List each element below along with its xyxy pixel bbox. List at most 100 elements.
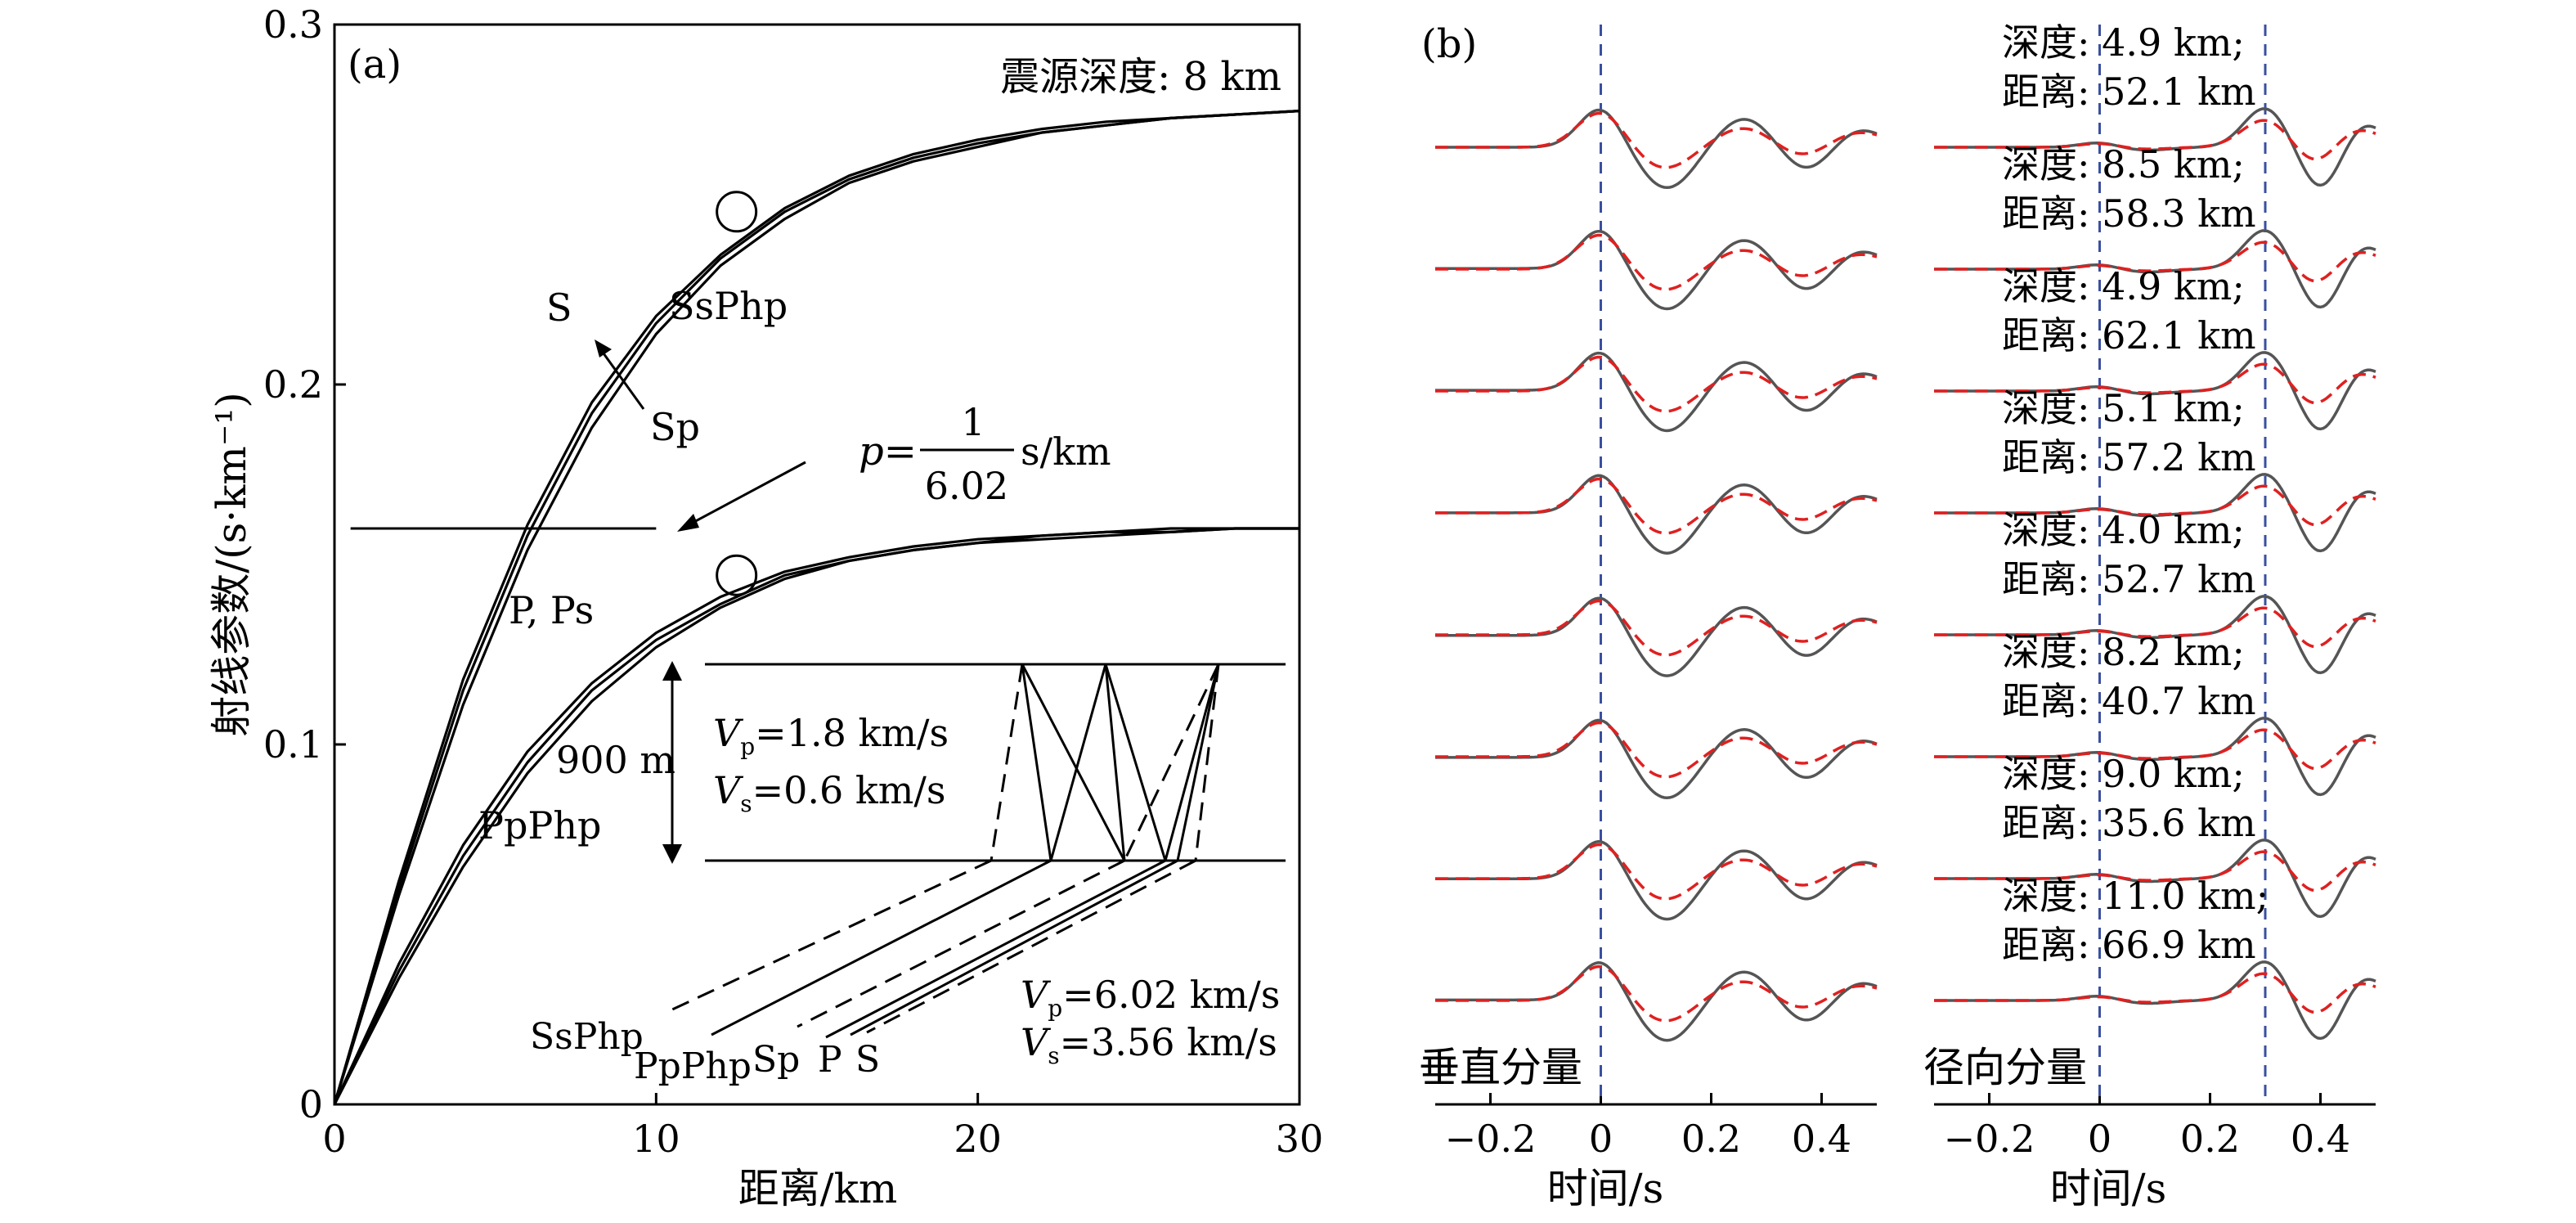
x-axis-label: 距离/km	[738, 1165, 898, 1212]
synthetic-trace	[1934, 362, 2376, 405]
source-depth-annotation: 震源深度: 8 km	[1000, 54, 1281, 100]
trace-depth-label: 深度: 5.1 km;	[2002, 386, 2245, 430]
radial-x-axis: −0.2 0 0.2 0.4	[1934, 1093, 2376, 1161]
vertical-x-axis: −0.2 0 0.2 0.4	[1435, 1093, 1877, 1161]
radial-component-panel: −0.2 0 0.2 0.4 深度: 4.9 km; 距离: 52.1 km 深度: 8.…	[1923, 20, 2376, 1212]
x-tick-label: 10	[632, 1117, 680, 1161]
upper-vs: Vs=0.6 km/s	[713, 768, 946, 817]
layer-thickness: 900 m	[556, 738, 675, 782]
formula-denominator: 6.02	[925, 464, 1008, 508]
x-tick-label: 0	[322, 1117, 346, 1161]
trace-labels: 深度: 4.9 km; 距离: 52.1 km 深度: 8.5 km;距离: 58.…	[2002, 20, 2269, 967]
trace-distance-label: 距离: 62.1 km	[2002, 313, 2256, 357]
x-tick-label: 30	[1276, 1117, 1324, 1161]
layer-ray-paths	[990, 663, 1220, 861]
ray-label-pphp: PpPhp	[634, 1045, 752, 1087]
trace-depth-label: 深度: 4.9 km;	[2002, 20, 2245, 65]
sp-arrow	[595, 339, 645, 410]
trace-distance-label: 距离: 57.2 km	[2002, 435, 2256, 479]
slowness-formula: p= 1 6.02 s/km	[677, 400, 1111, 532]
y-tick-label: 0.3	[263, 2, 323, 47]
time-tick-label: −0.2	[1445, 1117, 1537, 1161]
radial-time-markers	[2098, 25, 2267, 1104]
synthetic-trace	[1435, 599, 1878, 657]
trace-depth-label: 深度: 4.0 km;	[2002, 508, 2245, 552]
label-pphp: PpPhp	[478, 803, 601, 848]
vertical-x-label: 时间/s	[1547, 1165, 1664, 1212]
vertical-component-title: 垂直分量	[1419, 1044, 1582, 1091]
curve-p-ps	[333, 527, 1299, 1105]
trace-distance-label: 距离: 35.6 km	[2002, 801, 2256, 845]
panel-b: (b) −0.2 0 0.2 0.4 垂直分量 时间/s −0.2 0 0.2 0.4 深度…	[1419, 20, 2376, 1212]
formula-numerator: 1	[961, 400, 985, 444]
vertical-traces	[1435, 108, 1878, 1042]
synthetic-trace	[1435, 964, 1878, 1023]
ray-label-ssphp: SsPhp	[530, 1016, 644, 1058]
lower-vp: Vp=6.02 km/s	[1021, 973, 1280, 1022]
label-sp: Sp	[650, 405, 700, 449]
curve-sp	[333, 110, 1300, 1105]
time-tick-label: −0.2	[1944, 1117, 2035, 1161]
label-p-ps: P, Ps	[509, 588, 594, 632]
observed-trace	[1435, 108, 1878, 190]
trace-distance-label: 距离: 58.3 km	[2002, 191, 2256, 236]
synthetic-trace	[1435, 111, 1878, 169]
label-s: S	[546, 286, 572, 330]
intersection-markers	[716, 191, 758, 596]
label-ssphp: SsPhp	[669, 284, 788, 328]
y-tick-label: 0.2	[263, 362, 323, 407]
formula-unit: s/km	[1021, 429, 1111, 474]
time-tick-label: 0.4	[1792, 1117, 1851, 1161]
observed-trace	[1435, 596, 1878, 677]
time-tick-label: 0.2	[2180, 1117, 2240, 1161]
observed-trace	[1435, 718, 1878, 800]
trace-depth-label: 深度: 11.0 km;	[2002, 874, 2269, 918]
halfspace-ray-paths	[670, 859, 1196, 1039]
radial-x-label: 时间/s	[2050, 1165, 2167, 1212]
synthetic-trace	[1435, 233, 1878, 291]
lower-vs: Vs=3.56 km/s	[1021, 1020, 1277, 1069]
upper-vp: Vp=1.8 km/s	[713, 711, 949, 760]
synthetic-trace	[1934, 850, 2376, 893]
panel-a-frame	[333, 23, 1301, 1106]
ray-label-sp: Sp	[752, 1039, 800, 1081]
synthetic-trace	[1435, 843, 1878, 901]
trace-distance-label: 距离: 52.1 km	[2002, 70, 2256, 114]
synthetic-trace	[1435, 477, 1878, 535]
x-axis-ticks: 0 10 20 30	[322, 1093, 1323, 1161]
ray-label-s: S	[855, 1039, 880, 1081]
curve-s	[333, 110, 1300, 1105]
formula-lhs: p=	[859, 429, 917, 474]
intersection-circle	[716, 191, 758, 233]
y-tick-label: 0.1	[263, 722, 323, 767]
synthetic-trace	[1934, 241, 2376, 283]
curve-ppphp	[333, 527, 1299, 1105]
y-tick-label: 0	[299, 1082, 323, 1126]
vertical-component-panel: −0.2 0 0.2 0.4 垂直分量 时间/s	[1419, 25, 1878, 1212]
synthetic-trace	[1934, 728, 2376, 771]
curve-ppphp	[333, 527, 1299, 1105]
trace-depth-label: 深度: 4.9 km;	[2002, 264, 2245, 308]
time-tick-label: 0	[1589, 1117, 1613, 1161]
trace-depth-label: 深度: 8.5 km;	[2002, 142, 2245, 187]
synthetic-trace	[1435, 355, 1878, 413]
panel-b-label: (b)	[1421, 21, 1477, 67]
ray-label-p: P	[818, 1039, 842, 1081]
synthetic-trace	[1934, 606, 2376, 649]
synthetic-trace	[1934, 119, 2376, 161]
curves	[333, 110, 1300, 1105]
trace-depth-label: 深度: 8.2 km;	[2002, 630, 2245, 674]
time-tick-label: 0.2	[1681, 1117, 1741, 1161]
y-axis-ticks: 0 0.1 0.2 0.3	[263, 2, 346, 1126]
trace-distance-label: 距离: 66.9 km	[2002, 923, 2256, 967]
trace-depth-label: 深度: 9.0 km;	[2002, 752, 2245, 796]
trace-distance-label: 距离: 52.7 km	[2002, 557, 2256, 601]
time-tick-label: 0	[2088, 1117, 2112, 1161]
x-tick-label: 20	[954, 1117, 1002, 1161]
panel-a-label: (a)	[348, 42, 402, 88]
y-axis-label: 射线参数/(s·km⁻¹)	[208, 392, 255, 737]
synthetic-trace	[1435, 721, 1878, 779]
layer-diagram: 900 m Vp=1.8 km/s Vs=0.6 km/s	[530, 661, 1286, 1087]
synthetic-trace	[1934, 484, 2376, 527]
